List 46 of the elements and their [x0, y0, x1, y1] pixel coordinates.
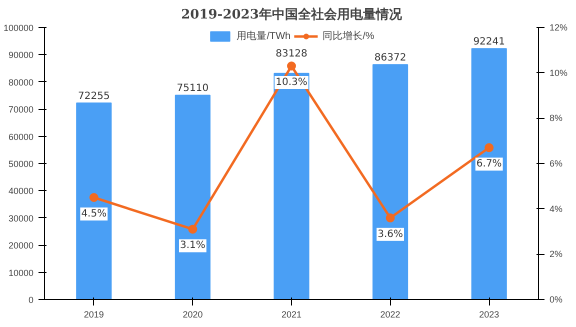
x-tick-label: 2023	[479, 310, 500, 320]
point	[484, 143, 494, 152]
y2-tick-label: 12%	[550, 22, 568, 32]
y2-tick-label: 2%	[550, 249, 563, 260]
y-tick-label: 100000	[3, 23, 34, 33]
data-label: 6.7%	[476, 158, 502, 170]
y2-tick-label: 10%	[550, 68, 568, 78]
y-tick-label: 90000	[8, 50, 34, 60]
bar	[76, 102, 112, 300]
data-label: 72255	[78, 90, 110, 102]
legend-label: 同比增长/%	[322, 30, 374, 43]
y-tick-label: 70000	[8, 104, 34, 115]
bar	[471, 48, 507, 300]
x-tick-label: 2020	[182, 310, 203, 320]
x-tick-label: 2019	[84, 310, 104, 320]
data-label: 3.6%	[378, 228, 404, 240]
point	[89, 193, 98, 202]
bar	[174, 94, 210, 300]
point	[386, 213, 395, 222]
y-tick-label: 80000	[8, 77, 34, 88]
y2-tick-label: 6%	[550, 158, 563, 168]
point	[188, 224, 198, 234]
y2-tick-label: 8%	[550, 113, 563, 124]
data-label: 10.3%	[276, 77, 308, 88]
data-label: 92241	[473, 36, 506, 48]
y-tick-label: 20000	[8, 240, 34, 251]
chart-title: 2019-2023年中国全社会用电量情况	[181, 6, 403, 22]
y-tick-label: 0	[28, 295, 34, 305]
data-label: 86372	[374, 52, 406, 64]
y-tick-label: 60000	[8, 132, 34, 142]
data-label: 83128	[276, 48, 308, 60]
y2-tick-label: 0%	[550, 294, 563, 304]
bar	[274, 72, 310, 300]
y2-tick-label: 4%	[550, 204, 563, 214]
y-tick-label: 40000	[8, 186, 34, 196]
y-tick-label: 10000	[8, 268, 34, 278]
data-label: 4.5%	[81, 208, 107, 220]
legend-label: 用电量/TWh	[236, 30, 291, 43]
y-tick-label: 30000	[8, 213, 34, 224]
data-label: 75110	[176, 83, 209, 94]
data-label: 3.1%	[180, 240, 206, 252]
point	[287, 62, 296, 71]
y-tick-label: 50000	[8, 159, 34, 169]
x-tick-label: 2022	[380, 310, 400, 320]
x-tick-label: 2021	[281, 310, 302, 320]
bar	[372, 64, 408, 300]
